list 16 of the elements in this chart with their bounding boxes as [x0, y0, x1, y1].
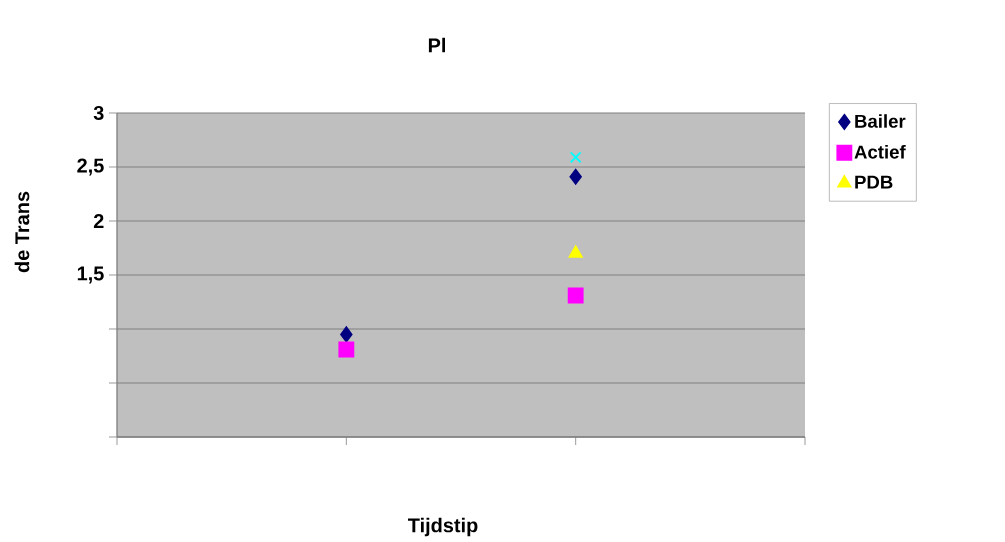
point [567, 287, 584, 304]
y-tick-label: 1,5 [77, 266, 104, 284]
y-tick-label: 2 [93, 214, 104, 228]
y-tick-label: 3 [93, 105, 104, 121]
point [569, 151, 582, 164]
point [568, 245, 583, 258]
x-axis-title: Tijdstip [408, 517, 478, 537]
point [338, 341, 355, 358]
legend-label: PDB [855, 175, 893, 189]
point [340, 326, 353, 343]
legend-label: Actief [854, 144, 906, 159]
legend-label: Bailer [855, 114, 906, 128]
chart-title: Pl [428, 37, 446, 53]
point [569, 168, 582, 185]
y-tick-label: 2,5 [77, 158, 104, 176]
y-axis-title: de Trans [14, 191, 30, 273]
